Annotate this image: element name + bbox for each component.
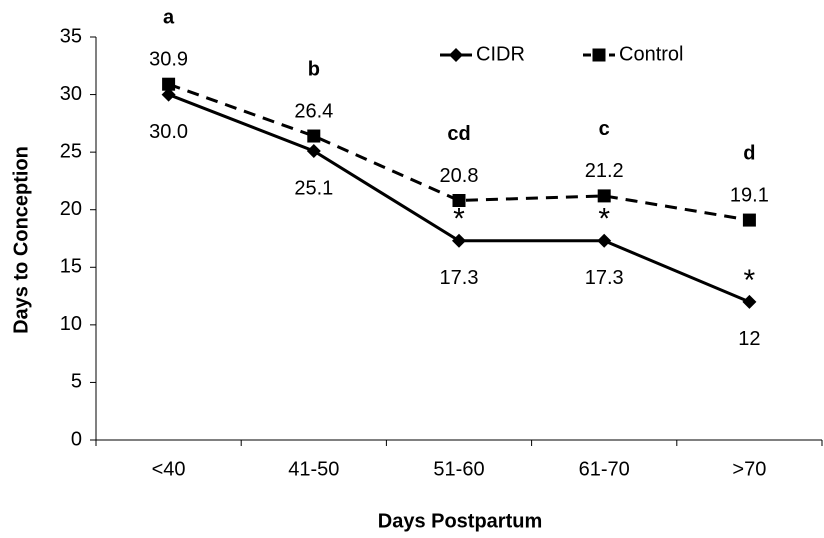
y-tick-label: 15 [60, 256, 82, 278]
group-letter: a [163, 6, 175, 28]
series-line [168, 82, 750, 222]
x-tick-label: 41-50 [288, 458, 339, 480]
marker [307, 129, 321, 143]
y-tick-label: 0 [71, 428, 82, 450]
y-tick-label: 30 [60, 83, 82, 105]
x-tick-label: <40 [152, 458, 186, 480]
x-tick-label: >70 [732, 458, 766, 480]
significance-mark: * [744, 264, 756, 297]
data-label: 17.3 [440, 267, 479, 289]
data-label: 12 [738, 328, 760, 350]
group-letter: cd [447, 123, 470, 145]
marker [597, 189, 611, 203]
marker [452, 233, 466, 248]
significance-mark: * [598, 203, 610, 236]
significance-mark: * [453, 203, 465, 236]
y-tick-label: 10 [60, 313, 82, 335]
x-tick-label: 51-60 [433, 458, 484, 480]
data-label: 19.1 [730, 184, 769, 206]
marker [597, 233, 612, 248]
marker [161, 87, 176, 102]
data-label: 21.2 [585, 160, 624, 182]
data-label: 30.9 [149, 48, 188, 70]
data-label: 25.1 [294, 177, 333, 199]
data-label: 30.0 [149, 121, 188, 143]
legend-marker [449, 48, 463, 62]
y-axis-label: Days to Conception [10, 146, 32, 334]
marker [306, 143, 321, 158]
marker [742, 213, 756, 227]
group-letter: d [743, 142, 755, 164]
data-label: 26.4 [294, 100, 333, 122]
legend-label: CIDR [476, 43, 525, 65]
x-axis-label: Days Postpartum [378, 510, 543, 532]
group-letter: b [308, 58, 320, 80]
data-label: 20.8 [440, 165, 479, 187]
legend-label: Control [619, 43, 683, 65]
y-tick-label: 5 [71, 371, 82, 393]
y-tick-label: 25 [60, 140, 82, 162]
marker [742, 294, 757, 309]
data-label: 17.3 [585, 267, 624, 289]
x-tick-label: 61-70 [579, 458, 630, 480]
legend-marker [592, 48, 606, 62]
marker [162, 77, 176, 91]
y-tick-label: 20 [60, 198, 82, 220]
y-tick-label: 35 [60, 25, 82, 47]
marker [452, 194, 466, 208]
group-letter: c [599, 118, 610, 140]
